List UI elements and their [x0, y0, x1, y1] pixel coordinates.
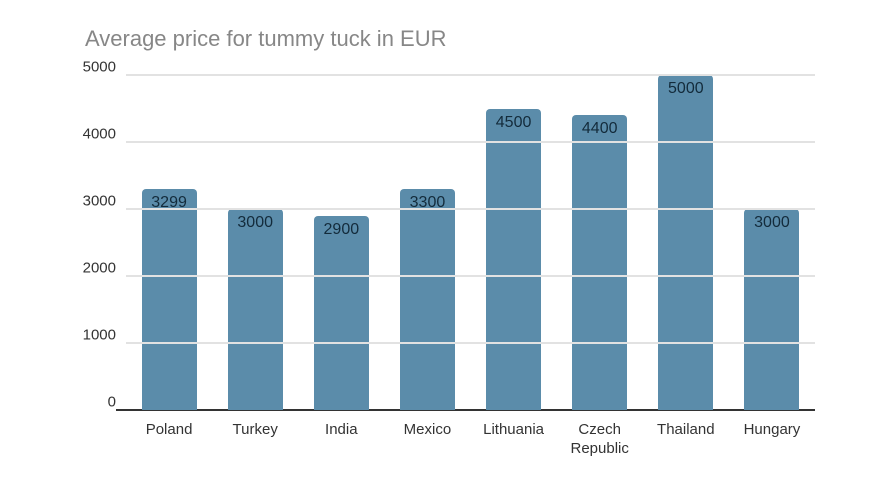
- gridline: [126, 275, 815, 277]
- y-tick-label: 0: [107, 393, 116, 411]
- bar-lithuania: 4500: [486, 108, 542, 410]
- gridline: [126, 208, 815, 210]
- bar-mexico: 3300: [399, 188, 455, 410]
- bar-group-lithuania: 4500 Lithuania: [471, 75, 557, 438]
- x-tick-label: Mexico: [403, 421, 452, 438]
- bar-group-turkey: 3000 Turkey: [212, 75, 298, 438]
- bar-czech-republic: 4400: [572, 115, 628, 410]
- x-tick-label: Czech Republic: [570, 421, 629, 457]
- x-axis-baseline: [116, 409, 815, 411]
- bar-poland: 3299: [141, 188, 197, 410]
- x-tick-label: Poland: [145, 421, 193, 438]
- gridline: [126, 141, 815, 143]
- bar-group-hungary: 3000 Hungary: [729, 75, 815, 438]
- x-tick-label: Hungary: [743, 421, 801, 438]
- x-tick-label: Lithuania: [483, 421, 544, 438]
- bar-value-label: 4400: [581, 120, 618, 138]
- bar-value-label: 3000: [237, 214, 273, 231]
- bar-group-india: 2900 India: [298, 75, 384, 438]
- bar-turkey: 3000: [227, 209, 283, 410]
- bar-value-label: 4500: [495, 113, 532, 131]
- gridline: [126, 74, 815, 76]
- bar-thailand: 5000: [658, 75, 714, 410]
- y-tick-label: 4000: [82, 125, 116, 143]
- bars-row: 3299 Poland 3000 Turkey 2900 India 3300 Mexico 4…: [126, 75, 815, 457]
- bar-value-label: 5000: [668, 80, 704, 97]
- bar-group-poland: 3299 Poland: [126, 75, 212, 438]
- bar-value-label: 2900: [323, 220, 360, 238]
- x-tick-label: Turkey: [232, 421, 278, 438]
- y-tick-label: 5000: [82, 58, 116, 76]
- bar-group-thailand: 5000 Thailand: [643, 75, 729, 438]
- gridline: [126, 342, 815, 344]
- bar-value-label: 3000: [754, 214, 790, 231]
- bar-value-label: 3300: [409, 193, 446, 211]
- x-tick-label: India: [325, 421, 358, 438]
- bar-group-mexico: 3300 Mexico: [384, 75, 470, 438]
- bar-value-label: 3299: [151, 193, 187, 211]
- chart-title: Average price for tummy tuck in EUR: [85, 26, 447, 51]
- x-tick-label: Thailand: [657, 421, 715, 438]
- bar-hungary: 3000: [744, 209, 800, 410]
- y-tick-label: 3000: [82, 192, 116, 210]
- plot-area: 3299 Poland 3000 Turkey 2900 India 3300 Mexico 4…: [83, 59, 815, 457]
- y-tick-label: 2000: [82, 259, 116, 277]
- bar-group-czech-republic: 4400 Czech Republic: [557, 75, 643, 457]
- bar-india: 2900: [313, 215, 369, 410]
- y-tick-label: 1000: [82, 326, 116, 344]
